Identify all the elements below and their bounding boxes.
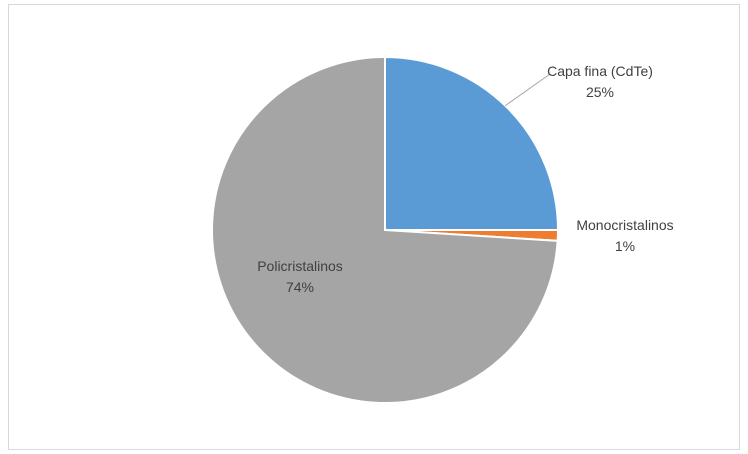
data-label-percent: 74%	[286, 279, 314, 295]
data-label-percent: 1%	[615, 238, 635, 254]
data-label-percent: 25%	[586, 84, 614, 100]
data-labels: Capa fina (CdTe) 25% Monocristalinos 1% Poli…	[257, 63, 673, 295]
data-label-name: Monocristalinos	[576, 217, 673, 233]
leader-lines	[505, 73, 551, 107]
data-label-name: Policristalinos	[257, 258, 343, 274]
pie-slice-capa-fina-cdte	[384, 55, 560, 231]
leader-line	[505, 73, 551, 107]
pie-slices	[211, 55, 560, 404]
pie-slice-policristalinos	[211, 55, 559, 404]
data-label-name: Capa fina (CdTe)	[547, 63, 653, 79]
